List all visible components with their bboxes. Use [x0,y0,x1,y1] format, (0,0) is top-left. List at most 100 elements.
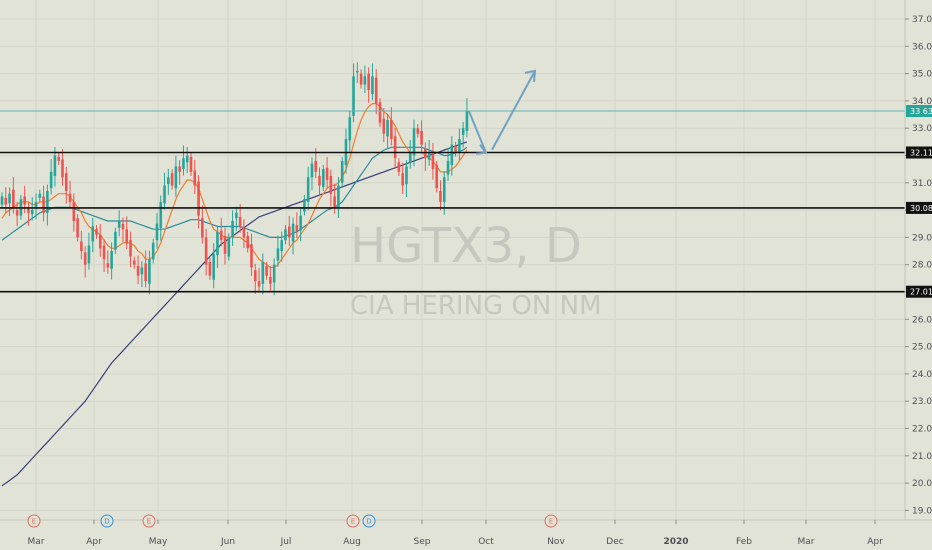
candle-body [80,241,83,252]
candle-body [314,160,318,172]
time-axis[interactable]: Mar Apr May Jun Jul Aug Sep Oct Nov Dec 2020 Feb Mar… [28,520,884,547]
projection-down-arrow[interactable] [468,110,487,154]
candle-body [363,76,367,85]
earnings-marker [544,514,558,528]
candle-body [276,248,280,261]
earnings-marker-label: E [147,518,151,526]
candle-body [185,155,189,163]
projection-up-arrow[interactable] [491,70,536,151]
candle-body [61,159,64,178]
candle-body [98,234,102,249]
candle-body [87,245,91,264]
candle-body [284,229,287,241]
candle-body [401,173,404,186]
level-label: 32.11 [910,148,932,157]
candle-body [30,210,34,215]
candle-body [219,230,223,241]
projection-down-arrowhead [475,144,488,155]
candle-body [148,259,151,284]
price-tick-label: 19.00 [912,506,932,516]
candle-body [337,185,340,208]
projection-arrows[interactable] [468,69,537,155]
projection-up-arrowhead [524,69,537,82]
price-tick-label: 37.00 [912,15,932,25]
candle-body [382,118,386,134]
candle-body [163,185,166,204]
candle-body [371,76,374,95]
price-tick-label: 26.00 [912,315,932,325]
candle-body [121,223,125,230]
candle-body [356,70,359,73]
price-tick-label: 21.00 [912,452,932,462]
time-tick-label: Jul [280,537,292,547]
price-tick-label: 28.00 [912,261,932,271]
candle-body [465,111,469,131]
candle-body [253,270,257,282]
time-tick-label: Apr [867,537,883,547]
candle-body [12,189,15,208]
candle-body [159,201,163,228]
price-tick-label: 24.00 [912,370,932,380]
candle-body [310,163,314,178]
candle-body [291,223,295,242]
candle-body [257,281,261,287]
candle-body [125,229,129,243]
candle-body [427,152,431,160]
candle-body [325,167,329,181]
candle-body [34,201,38,209]
candle-body [446,160,450,175]
price-tick-label: 36.00 [912,42,932,52]
time-tick-label: Mar [798,537,815,547]
candle-body [374,77,378,104]
ma-fast-line [1,102,468,268]
candle-body [435,165,438,189]
candle-body [136,266,140,276]
candle-body [299,215,302,231]
candle-body [454,145,457,153]
candle-body [46,190,49,213]
candle-body [442,177,446,202]
price-tick-label: 25.00 [912,343,932,353]
candle-body [23,196,26,205]
dividend-marker-label: D [104,518,109,526]
candle-body [405,166,408,185]
last-price-label-box [906,105,932,118]
candle-body [458,139,461,152]
candle-body [64,173,68,191]
candle-body [329,175,333,194]
candle-body [72,201,76,222]
candle-body [367,73,370,90]
time-tick-label: May [149,537,168,547]
candle-body [287,226,291,238]
candle-body [57,156,60,161]
earnings-marker-label: E [549,518,553,526]
candle-body [201,218,204,238]
candle-body [306,177,310,202]
candle-body [8,193,11,204]
level-label-box [906,146,932,159]
candle-body [0,196,4,205]
candle-body [53,155,57,176]
horizontal-levels[interactable] [0,110,905,293]
candle-body [450,144,454,166]
candle-body [231,221,234,238]
candle-body [378,102,382,123]
candle-body [106,263,110,268]
candle-body [408,152,412,163]
candle-body [197,181,200,216]
candle-body [420,130,423,145]
price-tick-label: 31.00 [912,179,932,189]
candle-body [359,73,363,85]
price-tick-label: 23.00 [912,397,932,407]
candle-body [416,128,420,134]
time-tick-label: Nov [547,537,565,547]
candle-body [223,236,227,254]
price-tick-label: 20.00 [912,479,932,489]
price-tick-label: 35.00 [912,70,932,80]
candle-body [246,236,249,249]
earnings-marker-label: E [32,518,36,526]
time-tick-label: Apr [86,537,102,547]
candle-body [49,171,53,189]
